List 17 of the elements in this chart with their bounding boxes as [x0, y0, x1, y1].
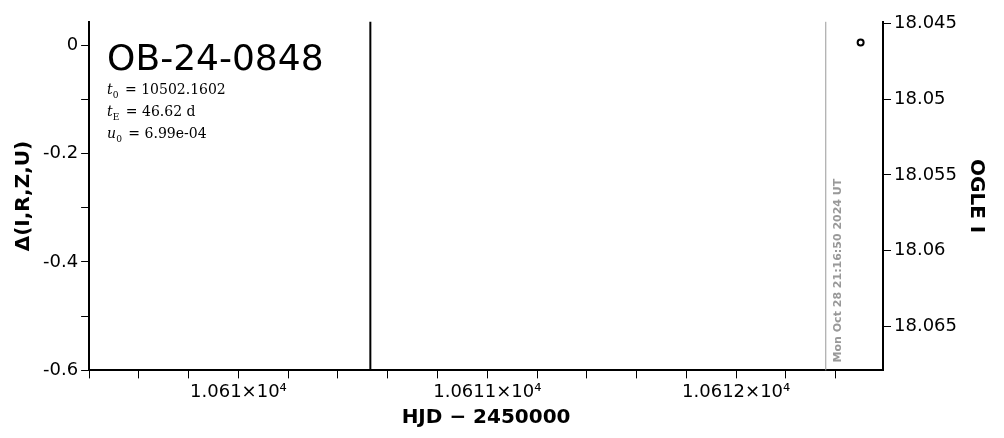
annotation: Mon Oct 28 21:16:50 2024 UT — [830, 178, 844, 363]
y2-tick-label: 18.065 — [894, 314, 957, 336]
y2-tick-label: 18.06 — [894, 238, 946, 260]
x-tick-label: 1.0612×10⁴ — [682, 379, 791, 401]
x-axis-title: HJD − 2450000 — [401, 404, 571, 429]
y-tick-label: -0.2 — [43, 141, 79, 163]
y-axis-title: Δ(I,R,Z,U) — [10, 140, 35, 252]
y-tick-label: 0 — [66, 32, 79, 54]
x-tick-label: 1.0611×10⁴ — [433, 379, 542, 401]
y2-tick-label: 18.055 — [894, 162, 957, 184]
chart-title: OB-24-0848 — [107, 36, 324, 78]
y2-tick-label: 18.045 — [894, 10, 957, 32]
y2-axis-title: OGLE I — [965, 158, 990, 234]
y-tick-label: -0.6 — [43, 358, 79, 380]
x-tick-label: 1.061×10⁴ — [190, 379, 287, 401]
y2-tick-label: 18.05 — [894, 86, 946, 108]
y-tick-label: -0.4 — [43, 249, 79, 271]
